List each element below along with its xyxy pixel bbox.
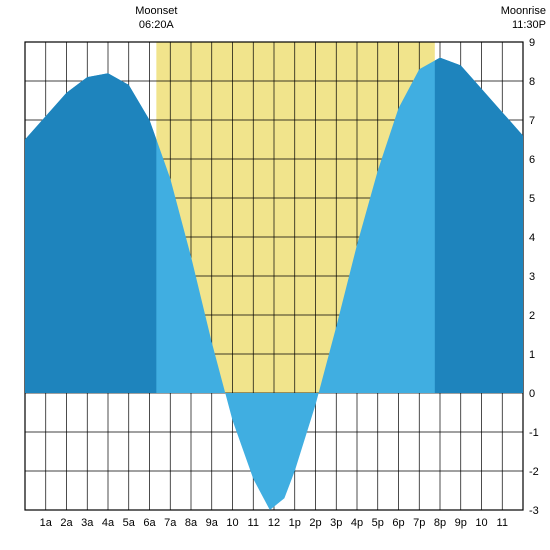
moonrise-time: 11:30P — [512, 19, 546, 31]
y-tick-label: 0 — [529, 388, 535, 400]
y-tick-label: 3 — [529, 271, 535, 283]
y-tick-label: -2 — [529, 466, 539, 478]
moonset-time: 06:20A — [139, 19, 175, 31]
y-tick-label: 6 — [529, 154, 535, 166]
x-tick-label: 2p — [309, 517, 321, 529]
x-tick-label: 10 — [226, 517, 238, 529]
x-tick-label: 2a — [60, 517, 73, 529]
x-tick-label: 1p — [289, 517, 301, 529]
x-tick-label: 8p — [434, 517, 446, 529]
x-tick-label: 1a — [40, 517, 53, 529]
x-tick-label: 9a — [206, 517, 219, 529]
y-tick-label: 1 — [529, 349, 535, 361]
y-tick-label: 5 — [529, 193, 535, 205]
x-tick-label: 12 — [268, 517, 280, 529]
y-tick-label: -3 — [529, 505, 539, 517]
y-tick-label: -1 — [529, 427, 539, 439]
x-tick-label: 6p — [392, 517, 404, 529]
y-tick-label: 8 — [529, 76, 535, 88]
x-tick-label: 11 — [248, 517, 259, 529]
x-tick-label: 5p — [372, 517, 384, 529]
x-tick-label: 7p — [413, 517, 425, 529]
moonset-title: Moonset — [135, 5, 177, 17]
x-tick-label: 9p — [455, 517, 467, 529]
x-tick-label: 8a — [185, 517, 198, 529]
y-tick-label: 2 — [529, 310, 535, 322]
x-tick-label: 3a — [81, 517, 94, 529]
x-tick-label: 3p — [330, 517, 342, 529]
x-tick-label: 4a — [102, 517, 115, 529]
x-tick-label: 4p — [351, 517, 363, 529]
moonrise-title: Moonrise — [501, 5, 546, 17]
y-tick-label: 7 — [529, 115, 535, 127]
y-tick-label: 4 — [529, 232, 535, 244]
x-tick-label: 10 — [475, 517, 487, 529]
x-tick-label: 5a — [123, 517, 136, 529]
x-tick-label: 11 — [497, 517, 508, 529]
tide-chart: -3-2-101234567891a2a3a4a5a6a7a8a9a101112… — [0, 0, 550, 550]
y-tick-label: 9 — [529, 37, 535, 49]
x-tick-label: 6a — [143, 517, 156, 529]
x-tick-label: 7a — [164, 517, 177, 529]
